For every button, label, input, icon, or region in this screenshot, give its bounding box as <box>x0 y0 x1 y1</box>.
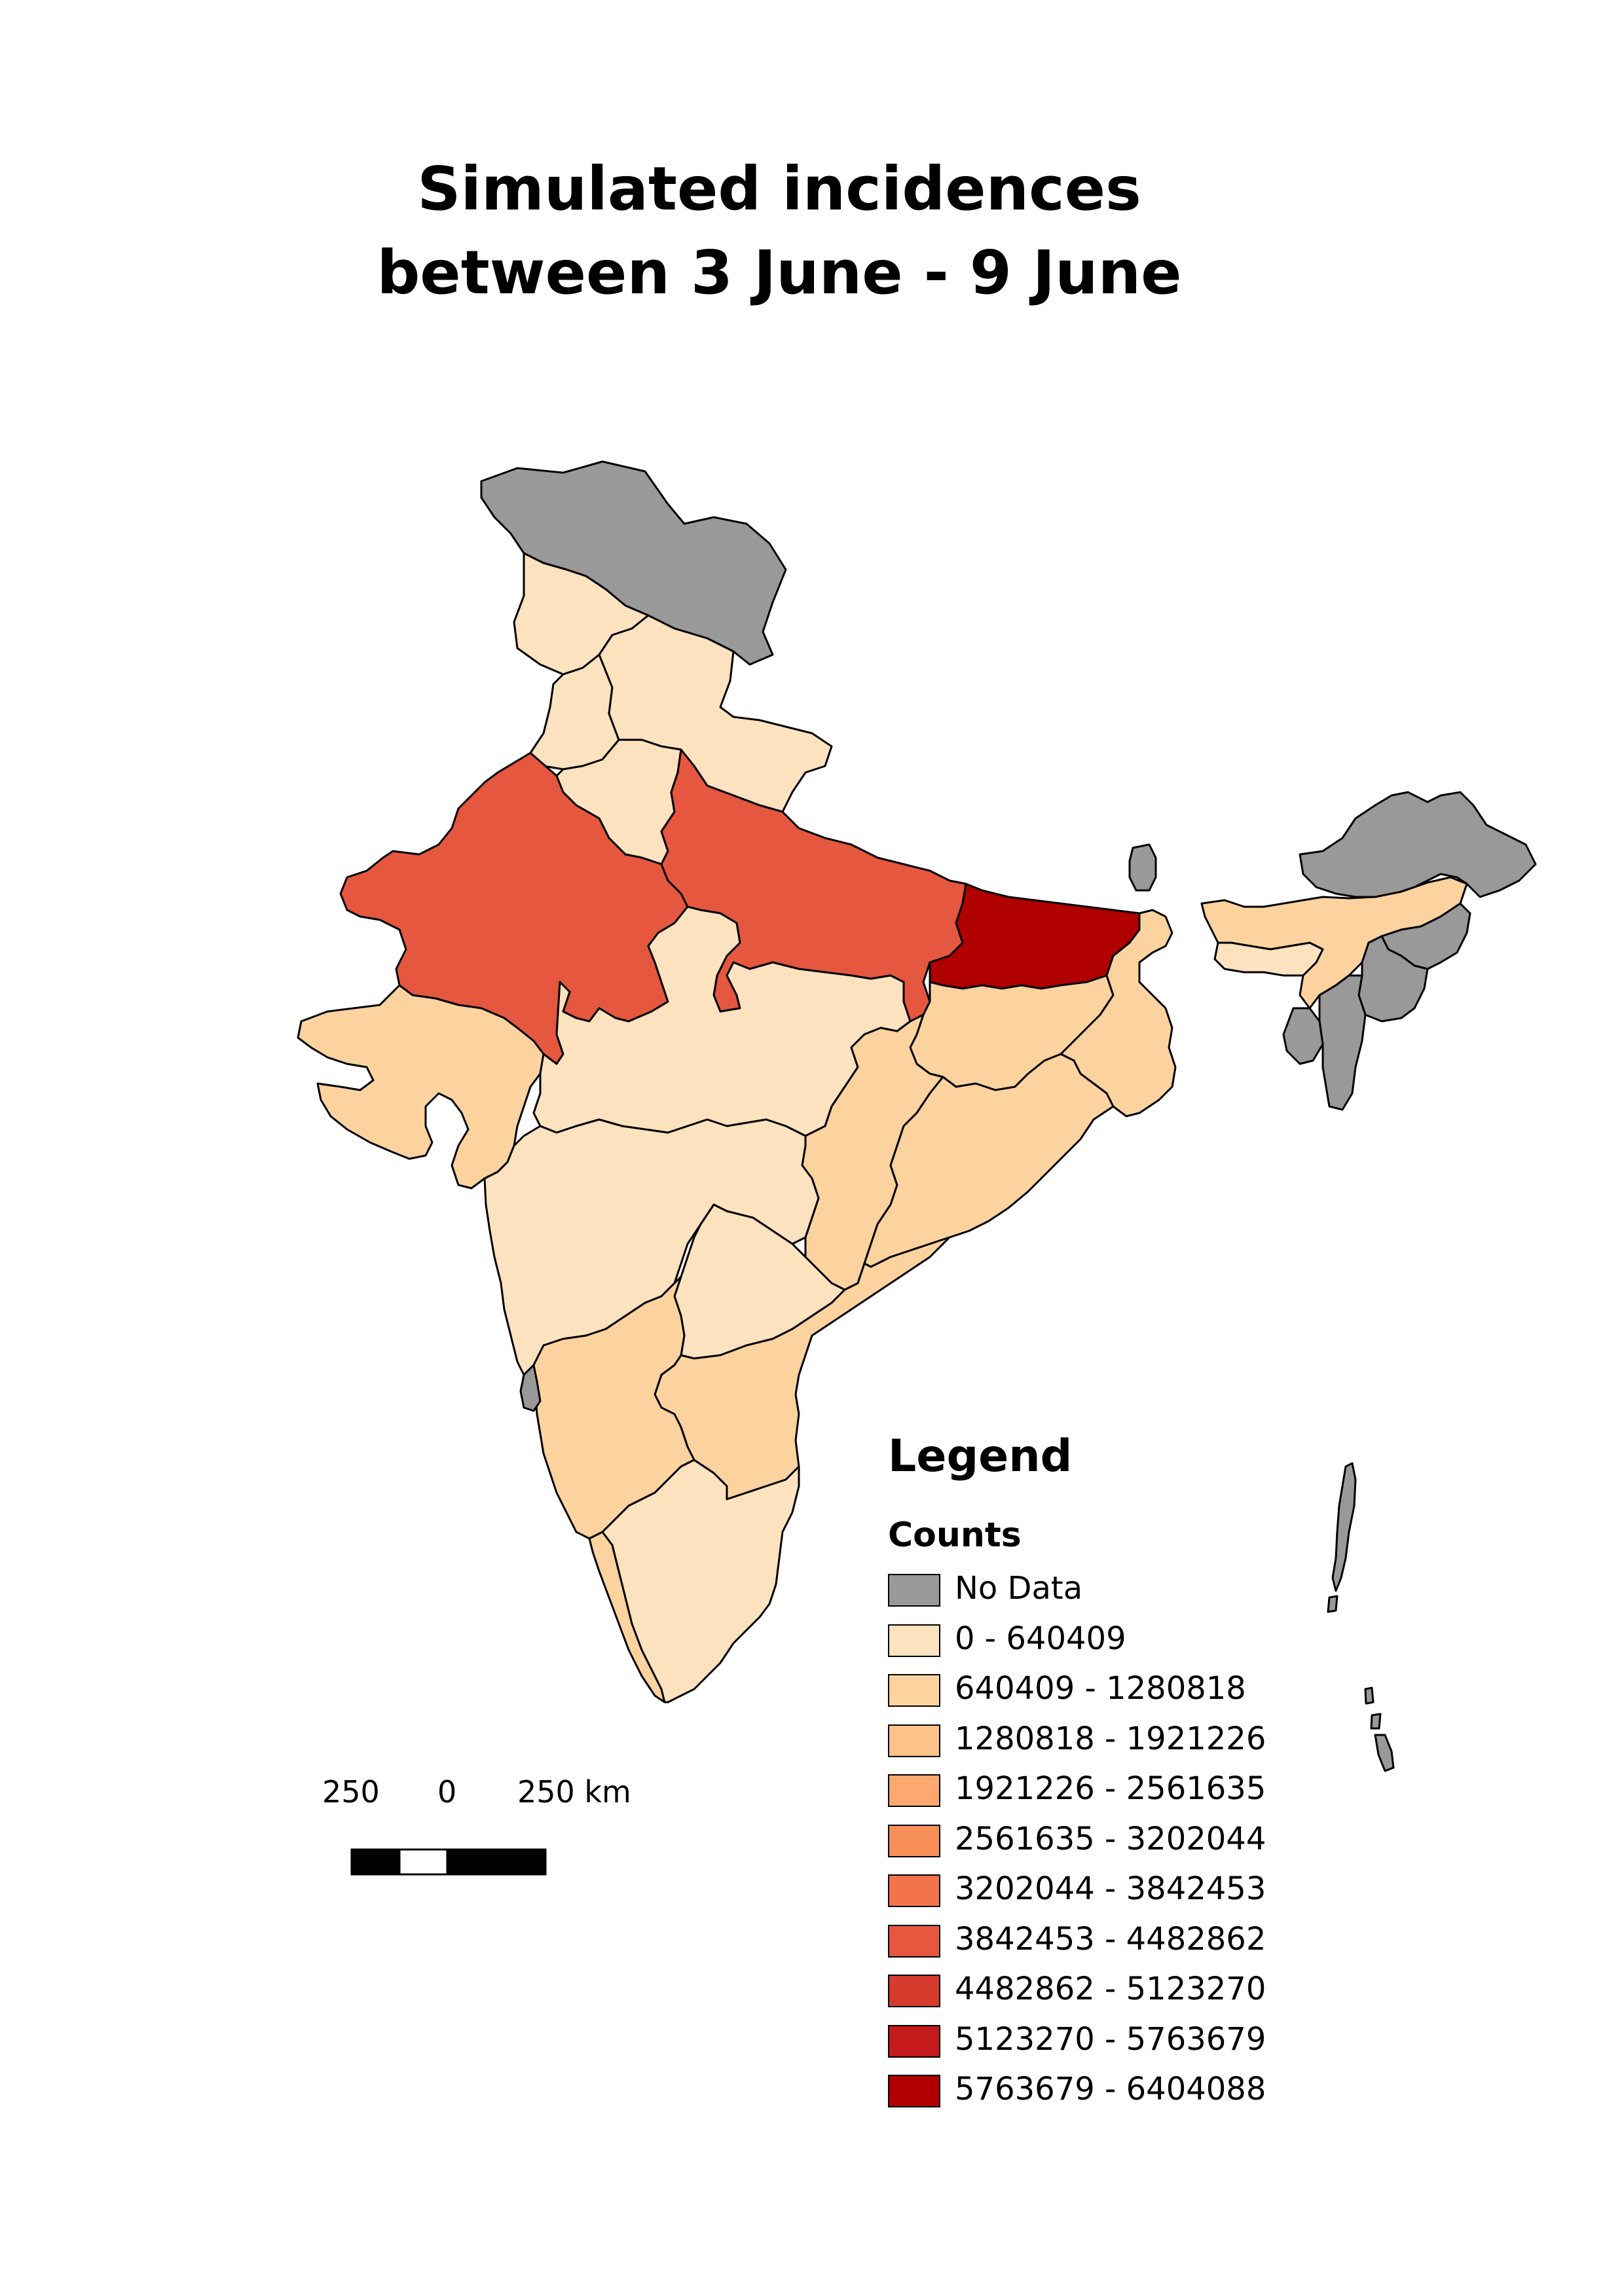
region-andaman-and-nicobar-islands <box>1370 1713 1382 1730</box>
legend-swatch <box>888 1574 940 1607</box>
legend-swatch <box>888 1975 940 2007</box>
legend-label: 5123270 - 5763679 <box>955 2020 1266 2058</box>
region-andaman-and-nicobar-islands <box>1374 1734 1395 1772</box>
scale-bar-segment-2 <box>398 1848 449 1876</box>
legend-subtitle: Counts <box>888 1516 1022 1555</box>
map-title-line-1: Simulated incidences <box>417 154 1141 224</box>
legend-swatch <box>888 1874 940 1907</box>
region-andaman-and-nicobar-islands <box>1331 1462 1357 1592</box>
region-andaman-and-nicobar-islands <box>1364 1686 1375 1705</box>
region-goa <box>519 1364 542 1412</box>
legend-label: 3202044 - 3842453 <box>955 1870 1266 1907</box>
legend-label: 1280818 - 1921226 <box>955 1720 1266 1757</box>
legend-swatch <box>888 2024 940 2058</box>
region-odisha <box>863 1053 1115 1268</box>
legend-label: 5763679 - 6404088 <box>955 2071 1266 2107</box>
legend-label: 4482862 - 5123270 <box>955 1971 1266 2007</box>
region-mizoram <box>1318 974 1367 1111</box>
scale-bar <box>350 1848 547 1876</box>
scale-bar-label-zero: 0 <box>437 1774 457 1810</box>
legend-swatch <box>888 1674 940 1707</box>
legend-label: No Data <box>955 1570 1083 1607</box>
region-tamil-nadu <box>601 1459 800 1704</box>
region-andaman-and-nicobar-islands <box>1327 1595 1338 1613</box>
scale-bar-segment-3 <box>446 1848 547 1876</box>
region-meghalaya <box>1213 941 1324 977</box>
region-west-bengal <box>1060 909 1177 1118</box>
legend-swatch <box>888 1774 940 1807</box>
region-arunachal-pradesh <box>1299 791 1537 898</box>
map-title-line-2: between 3 June - 9 June <box>377 238 1182 308</box>
legend-label: 3842453 - 4482862 <box>955 1920 1266 1958</box>
region-sikkim <box>1128 843 1157 892</box>
region-karnataka <box>532 1275 695 1540</box>
legend-swatch <box>888 1824 940 1857</box>
scale-bar-label-right: 250 km <box>517 1774 631 1810</box>
legend-swatch <box>888 1924 940 1958</box>
legend-title: Legend <box>888 1430 1073 1482</box>
scale-bar-segment-1 <box>350 1848 401 1876</box>
legend-label: 2561635 - 3202044 <box>955 1820 1266 1857</box>
legend-label: 1921226 - 2561635 <box>955 1770 1266 1807</box>
legend-swatch <box>888 1624 940 1657</box>
scale-bar-label-left: 250 <box>322 1774 380 1810</box>
region-tripura <box>1282 1007 1324 1065</box>
region-gujarat <box>297 984 545 1190</box>
legend-label: 0 - 640409 <box>955 1620 1126 1657</box>
map-title: Simulated incidences between 3 June - 9 … <box>0 147 1559 315</box>
legend-label: 640409 - 1280818 <box>955 1670 1246 1707</box>
legend-swatch <box>888 2075 940 2107</box>
legend-swatch <box>888 1724 940 1757</box>
